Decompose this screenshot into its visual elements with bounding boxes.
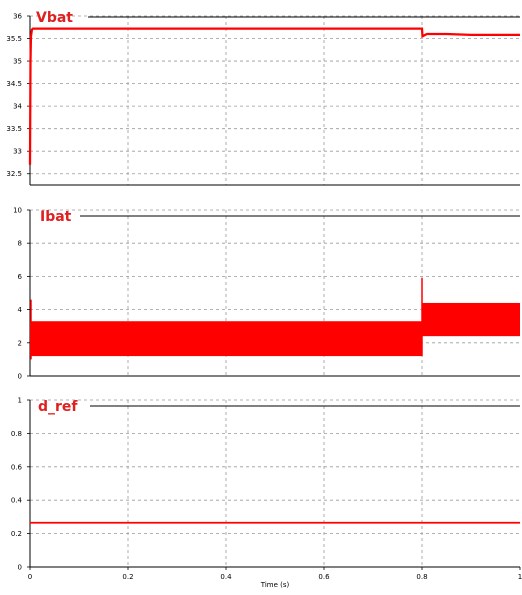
x-tick-label: 0.6 xyxy=(318,573,330,581)
y-tick-label: 6 xyxy=(18,273,23,281)
y-tick-label: 35.5 xyxy=(6,35,22,43)
y-tick-label: 32.5 xyxy=(6,170,22,178)
series-band xyxy=(422,302,520,337)
y-tick-label: 34 xyxy=(13,103,22,111)
y-tick-label: 4 xyxy=(18,306,23,314)
y-tick-label: 0 xyxy=(18,373,22,381)
y-tick-label: 0.8 xyxy=(11,430,22,438)
x-tick-label: 0.8 xyxy=(416,573,427,581)
y-tick-label: 33.5 xyxy=(6,125,22,133)
y-tick-label: 2 xyxy=(18,339,22,347)
x-tick-label: 0.2 xyxy=(122,573,133,581)
series-band xyxy=(30,321,422,357)
y-tick-label: 36 xyxy=(13,13,22,21)
panel-title: Vbat xyxy=(36,10,73,26)
x-tick-label: 0 xyxy=(28,573,32,581)
y-tick-label: 0 xyxy=(18,564,22,572)
y-tick-label: 0.2 xyxy=(11,530,22,538)
y-tick-label: 35 xyxy=(13,58,22,66)
x-tick-label: 1 xyxy=(518,573,522,581)
y-tick-label: 10 xyxy=(13,207,22,215)
y-tick-label: 0.6 xyxy=(11,463,23,471)
y-tick-label: 34.5 xyxy=(6,80,22,88)
series-line xyxy=(28,27,520,165)
panel-title: d_ref xyxy=(38,399,78,415)
y-tick-label: 0.4 xyxy=(11,497,23,505)
x-tick-label: 0.4 xyxy=(220,573,232,581)
panel-title: Ibat xyxy=(40,209,72,225)
x-axis-label: Time (s) xyxy=(260,581,290,589)
y-tick-label: 1 xyxy=(18,397,22,405)
y-tick-label: 33 xyxy=(13,148,22,156)
y-tick-label: 8 xyxy=(18,240,22,248)
